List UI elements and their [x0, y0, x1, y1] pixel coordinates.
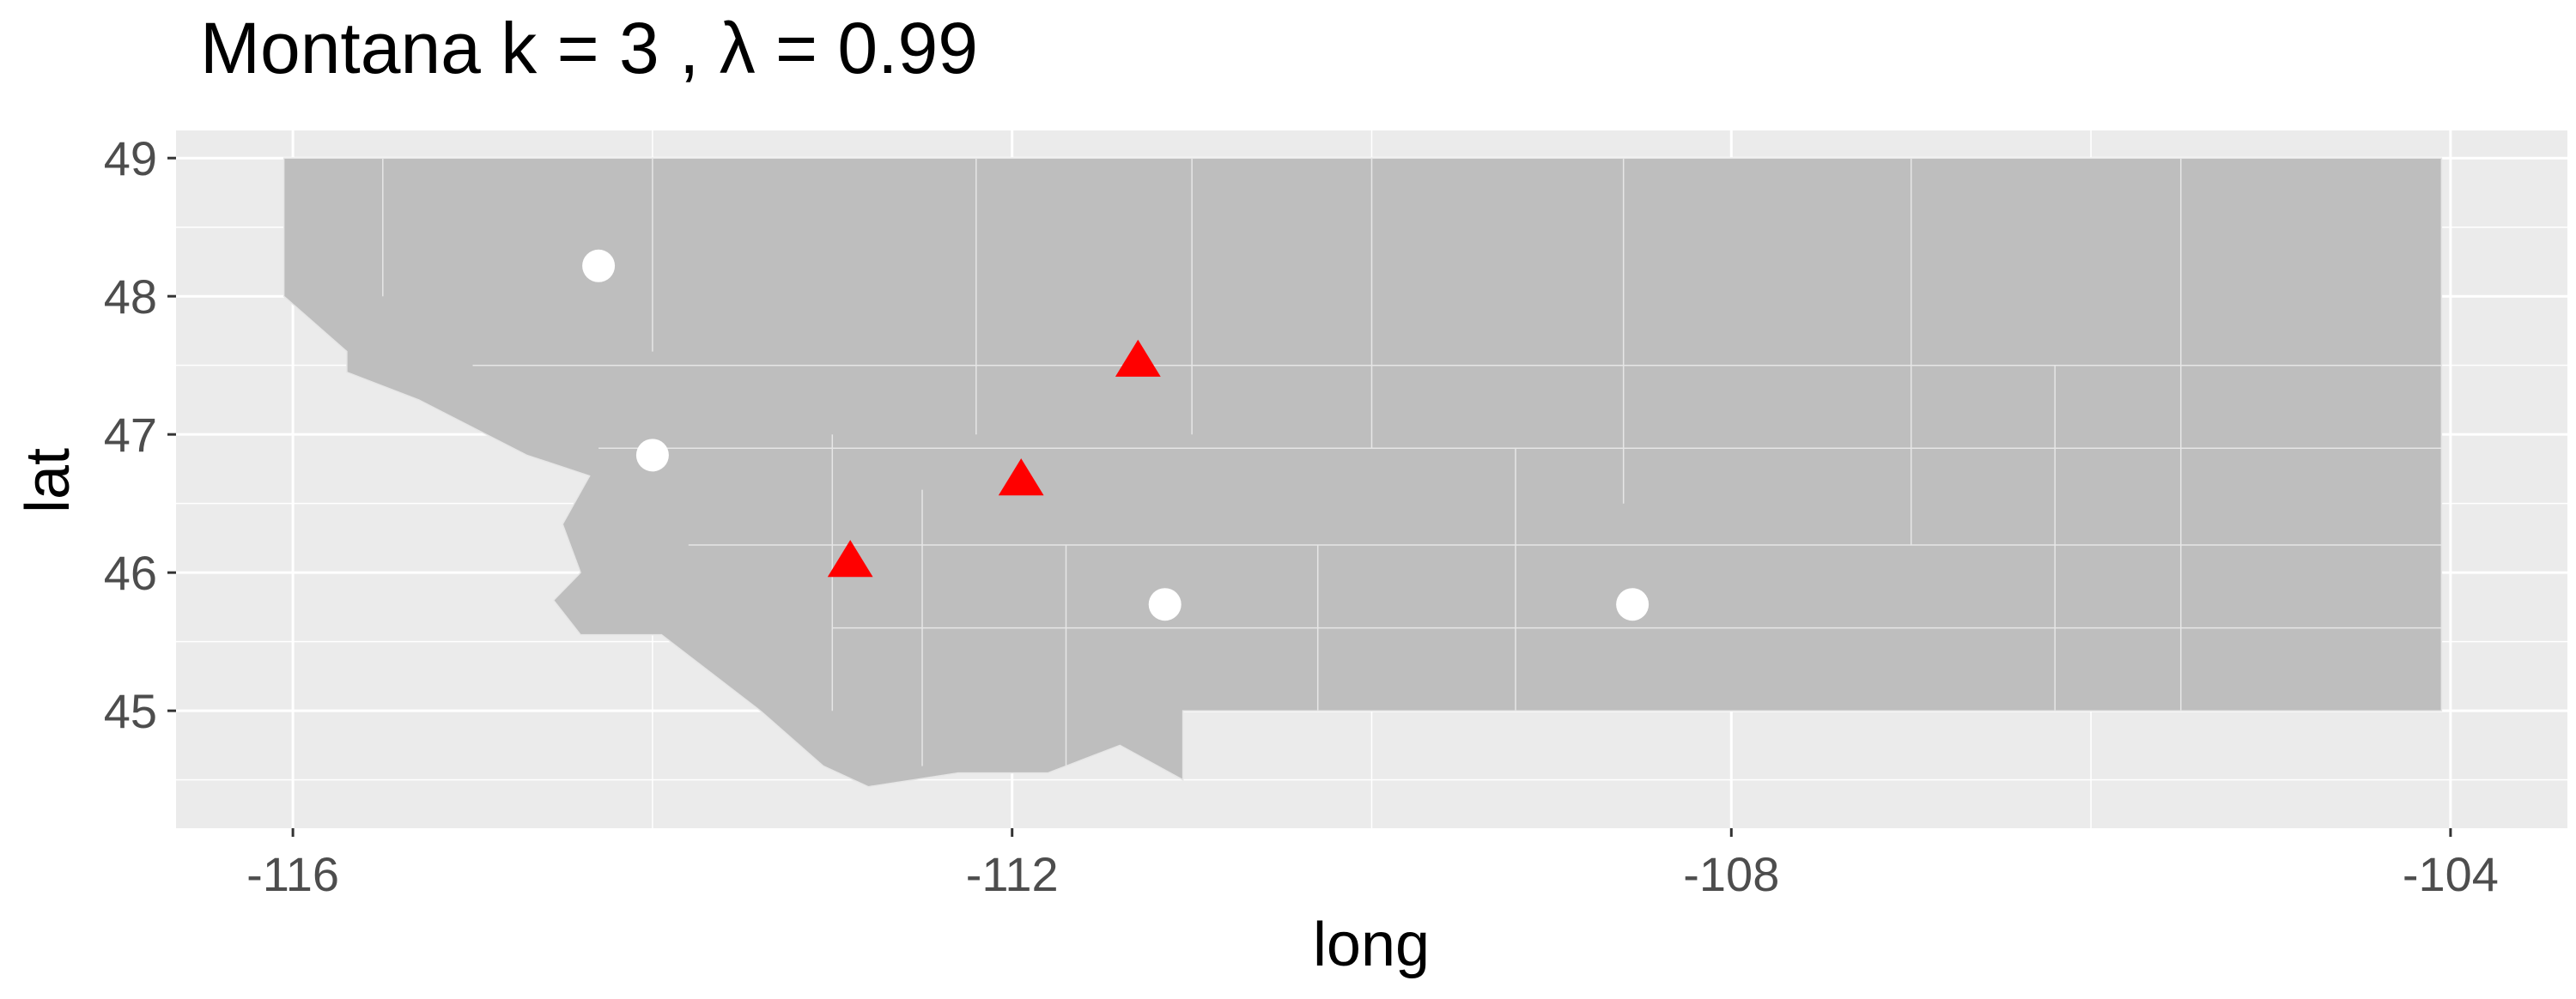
triangle-point — [827, 540, 873, 578]
montana-region — [283, 157, 2443, 788]
y-tick-label: 45 — [104, 684, 157, 738]
triangle-point — [998, 458, 1044, 496]
axis-ticks — [167, 156, 2452, 837]
chart-title: Montana k = 3 , λ = 0.99 — [200, 8, 978, 88]
triangle-point — [1115, 339, 1161, 377]
x-tick-label: -104 — [2403, 847, 2499, 901]
circle-point — [1616, 588, 1649, 621]
x-tick-label: -116 — [246, 847, 339, 901]
map-regions — [283, 157, 2443, 788]
circle-point — [635, 439, 669, 472]
y-tick-labels: 45 46 47 48 49 — [104, 131, 157, 738]
x-tick-label: -108 — [1683, 847, 1779, 901]
county-boundaries — [382, 158, 2442, 766]
x-tick-label: -112 — [966, 847, 1059, 901]
y-tick-label: 47 — [104, 408, 157, 462]
circle-point — [582, 249, 616, 282]
circle-point — [1148, 588, 1182, 621]
y-tick-label: 49 — [104, 131, 157, 185]
y-axis-title: lat — [14, 448, 82, 513]
x-tick-labels: -116 -112 -108 -104 — [246, 847, 2499, 901]
y-tick-label: 48 — [104, 269, 157, 324]
data-points — [582, 249, 1649, 621]
y-tick-label: 46 — [104, 546, 157, 600]
x-axis-title: long — [1313, 911, 1430, 979]
